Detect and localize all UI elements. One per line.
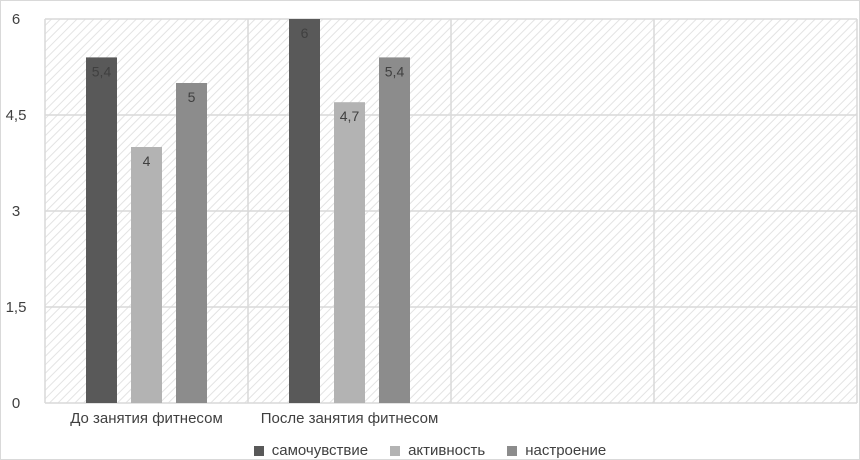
bar xyxy=(176,83,207,403)
legend-item-samochuvstvie: самочувствие xyxy=(253,442,369,459)
bar xyxy=(131,147,162,403)
x-tick-label: После занятия фитнесом xyxy=(261,410,439,427)
legend-item-aktivnost: активность xyxy=(390,442,485,459)
legend-swatch xyxy=(507,445,518,456)
data-label: 6 xyxy=(301,25,309,41)
data-label: 5,4 xyxy=(92,63,112,79)
legend: самочувствие активность настроение xyxy=(1,442,859,459)
y-axis: 0 1,5 3 4,5 6 xyxy=(6,11,27,412)
data-label: 4 xyxy=(143,153,151,169)
data-labels: 5,4 4 5 6 4,7 5,4 xyxy=(92,25,405,169)
y-tick-label: 0 xyxy=(12,395,20,412)
legend-item-nastroenie: настроение xyxy=(507,442,606,459)
y-tick-label: 6 xyxy=(12,11,20,28)
y-tick-label: 1,5 xyxy=(6,299,27,316)
data-label: 5 xyxy=(188,89,196,105)
legend-label: самочувствие xyxy=(271,442,369,459)
bar xyxy=(86,57,117,404)
y-tick-label: 3 xyxy=(12,203,20,220)
y-tick-label: 4,5 xyxy=(6,107,27,124)
data-label: 5,4 xyxy=(385,63,405,79)
bar xyxy=(379,57,410,404)
data-label: 4,7 xyxy=(340,108,360,124)
legend-swatch xyxy=(253,445,264,456)
legend-swatch xyxy=(390,445,401,456)
bar xyxy=(334,102,365,403)
bars xyxy=(86,19,410,404)
x-axis: До занятия фитнесом После занятия фитнесо… xyxy=(70,410,438,427)
legend-label: активность xyxy=(408,442,486,459)
x-tick-label: До занятия фитнесом xyxy=(70,410,223,427)
bar xyxy=(289,19,320,403)
legend-label: настроение xyxy=(525,442,607,459)
